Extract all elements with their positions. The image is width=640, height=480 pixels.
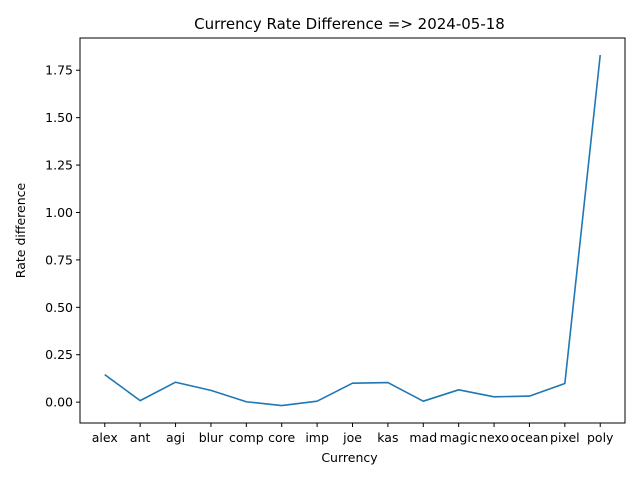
x-tick-label-magic: magic bbox=[440, 430, 478, 445]
y-axis-label: Rate difference bbox=[13, 183, 28, 279]
y-axis: 0.00 0.25 0.50 0.75 1.00 1.25 1.50 1.75 bbox=[45, 63, 80, 410]
x-tick-label-nexo: nexo bbox=[479, 430, 509, 445]
x-tick-label-alex: alex bbox=[92, 430, 118, 445]
x-axis-label: Currency bbox=[321, 450, 378, 465]
x-tick-label-ant: ant bbox=[130, 430, 151, 445]
x-tick-label-poly: poly bbox=[587, 430, 614, 445]
y-tick-label: 1.00 bbox=[45, 205, 73, 220]
chart-title: Currency Rate Difference => 2024-05-18 bbox=[194, 15, 505, 33]
x-tick-label-agi: agi bbox=[166, 430, 185, 445]
y-tick-label: 1.50 bbox=[45, 110, 73, 125]
series-line bbox=[104, 54, 602, 407]
y-tick-label: 1.75 bbox=[45, 63, 73, 78]
x-tick-label-blur: blur bbox=[199, 430, 224, 445]
x-tick-label-ocean: ocean bbox=[511, 430, 549, 445]
x-tick-label-core: core bbox=[268, 430, 295, 445]
x-tick-label-mad: mad bbox=[409, 430, 437, 445]
y-tick-label: 1.25 bbox=[45, 158, 73, 173]
y-tick-label: 0.50 bbox=[45, 300, 73, 315]
x-tick-label-pixel: pixel bbox=[550, 430, 580, 445]
x-tick-label-kas: kas bbox=[377, 430, 398, 445]
series-points bbox=[104, 55, 601, 406]
y-tick-label: 0.25 bbox=[45, 347, 73, 362]
x-axis: alex ant agi blur comp core imp joe kas mad magic n… bbox=[92, 423, 614, 445]
x-tick-label-joe: joe bbox=[342, 430, 362, 445]
x-tick-label-comp: comp bbox=[229, 430, 264, 445]
x-tick-label-imp: imp bbox=[305, 430, 329, 445]
plot-frame bbox=[79, 37, 626, 424]
y-tick-label: 0.00 bbox=[45, 395, 73, 410]
y-tick-label: 0.75 bbox=[45, 252, 73, 267]
